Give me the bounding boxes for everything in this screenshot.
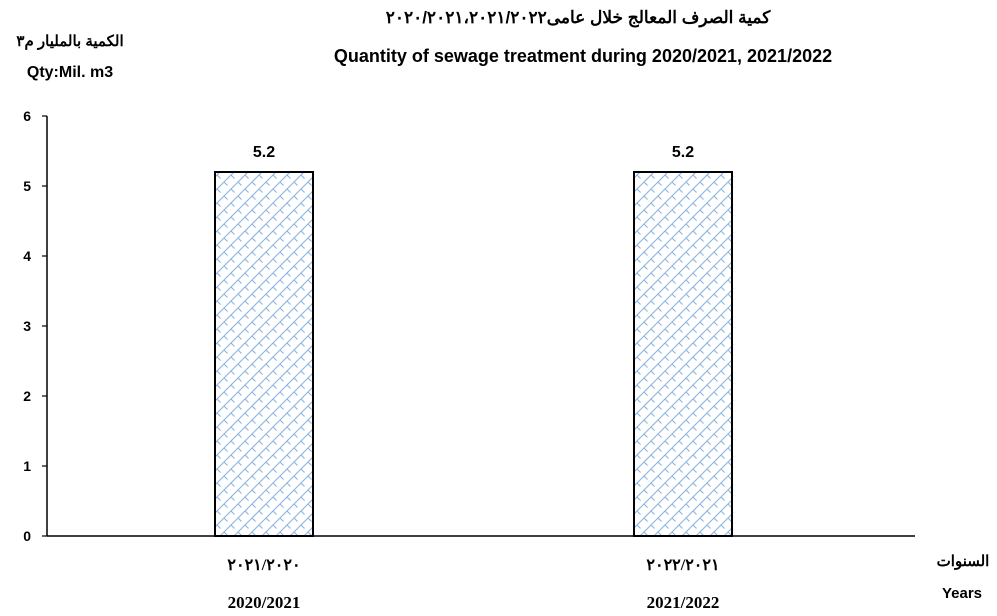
x-axis-label: Years (942, 585, 982, 602)
y-tick-label: 2 (23, 388, 31, 404)
x-tick-label-arabic: ٢٠٢٢/٢٠٢١ (646, 557, 719, 574)
chart-title-arabic: كمية الصرف المعالج خلال عامى٢٠٢٠/٢٠٢١،٢٠… (386, 8, 772, 28)
y-axis-ticks: 0 1 2 3 4 5 6 (23, 108, 47, 544)
x-tick-label: 2020/2021 (228, 593, 301, 612)
y-tick-label: 5 (23, 178, 31, 194)
bar-data-label: 5.2 (253, 144, 275, 161)
y-tick-label: 4 (23, 248, 31, 264)
chart-title: Quantity of sewage treatment during 2020… (334, 46, 832, 66)
x-axis-label-arabic: السنوات (937, 553, 990, 570)
y-tick-label: 3 (23, 318, 31, 334)
bars: 5.2 5.2 (214, 144, 733, 537)
y-axis-label: Qty:Mil. m3 (27, 64, 113, 81)
y-tick-label: 6 (23, 108, 31, 124)
x-axis-ticks: ٢٠٢١/٢٠٢٠ 2020/2021 ٢٠٢٢/٢٠٢١ 2021/2022 (227, 557, 719, 612)
y-tick-label: 1 (23, 458, 31, 474)
x-tick-label: 2021/2022 (647, 593, 720, 612)
bar (214, 171, 314, 537)
y-tick-label: 0 (23, 528, 31, 544)
x-tick-label-arabic: ٢٠٢١/٢٠٢٠ (227, 557, 300, 574)
y-axis-label-arabic: الكمية بالمليار م٣ (16, 33, 123, 50)
bar (633, 171, 733, 537)
bar-data-label: 5.2 (672, 144, 694, 161)
